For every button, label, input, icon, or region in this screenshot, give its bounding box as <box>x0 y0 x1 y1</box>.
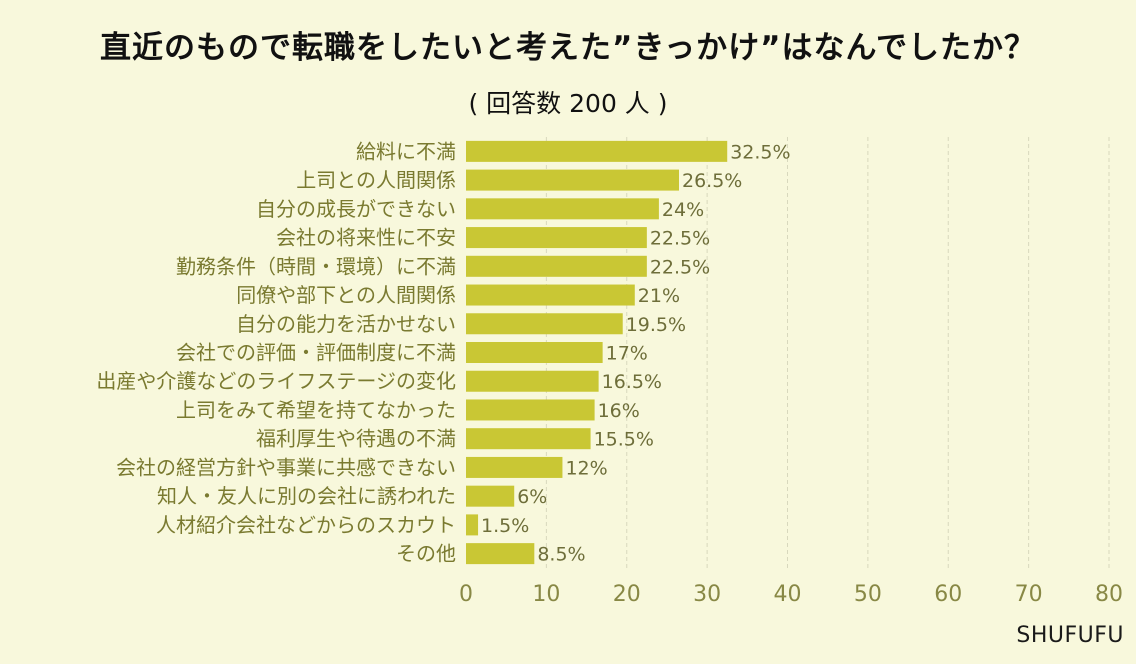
category-label: 出産や介護などのライフステージの変化 <box>96 369 456 393</box>
bar <box>466 543 535 565</box>
bar <box>466 313 623 335</box>
bars <box>466 140 728 565</box>
category-label: 上司をみて希望を持てなかった <box>176 398 456 422</box>
value-label: 24% <box>662 199 704 221</box>
bar <box>466 485 515 507</box>
value-label: 26.5% <box>682 170 742 192</box>
value-label: 16% <box>598 400 640 422</box>
bar <box>466 284 635 306</box>
category-label: 自分の能力を活かせない <box>236 312 456 336</box>
category-label: 会社の将来性に不安 <box>276 226 456 250</box>
bar <box>466 169 679 191</box>
x-tick-label: 80 <box>1095 582 1123 607</box>
category-label: その他 <box>396 542 456 566</box>
x-tick-label: 40 <box>774 582 802 607</box>
x-tick-label: 50 <box>854 582 882 607</box>
labels: 0 10 20 30 40 50 60 70 80 給料に不満 32.5% 上司との人間関係 26.5%… <box>96 139 1123 607</box>
category-label: 人材紹介会社などからのスカウト <box>156 513 456 537</box>
bar <box>466 370 599 392</box>
bar <box>466 140 728 162</box>
chart-title: 直近のもので転職をしたいと考えた”きっかけ”はなんでしたか？ <box>100 30 1036 66</box>
value-label: 16.5% <box>602 371 662 393</box>
value-label: 1.5% <box>481 515 529 537</box>
category-label: 自分の成長ができない <box>256 197 456 221</box>
value-label: 21% <box>638 285 680 307</box>
value-label: 19.5% <box>626 314 686 336</box>
bar <box>466 342 603 363</box>
x-tick-label: 0 <box>459 582 473 607</box>
x-tick-label: 10 <box>532 582 560 607</box>
bar <box>466 198 659 220</box>
value-label: 22.5% <box>650 228 710 250</box>
category-label: 同僚や部下との人間関係 <box>236 283 456 307</box>
category-label: 勤務条件（時間・環境）に不満 <box>176 254 456 278</box>
x-tick-label: 60 <box>934 582 962 607</box>
x-tick-label: 70 <box>1015 582 1043 607</box>
value-label: 12% <box>565 457 607 479</box>
category-label: 上司との人間関係 <box>296 168 456 192</box>
category-label: 会社での評価・評価制度に不満 <box>176 341 456 365</box>
value-label: 17% <box>606 343 648 365</box>
bar <box>466 428 591 450</box>
bar <box>466 399 595 421</box>
watermark: SHUFUFU <box>1016 623 1124 648</box>
value-label: 15.5% <box>594 429 654 451</box>
category-label: 給料に不満 <box>356 139 456 163</box>
x-tick-label: 30 <box>693 582 721 607</box>
value-label: 22.5% <box>650 256 710 278</box>
value-label: 6% <box>517 486 547 508</box>
category-label: 福利厚生や待遇の不満 <box>256 427 456 451</box>
category-label: 会社の経営方針や事業に共感できない <box>116 455 456 479</box>
bar <box>466 255 647 277</box>
bar <box>466 514 479 536</box>
value-label: 32.5% <box>730 141 790 163</box>
x-tick-label: 20 <box>613 582 641 607</box>
category-label: 知人・友人に別の会社に誘われた <box>157 484 456 508</box>
chart-subtitle: ( 回答数 200 人 ) <box>468 89 668 118</box>
bar <box>466 456 563 478</box>
value-label: 8.5% <box>537 544 585 566</box>
bar <box>466 227 647 249</box>
